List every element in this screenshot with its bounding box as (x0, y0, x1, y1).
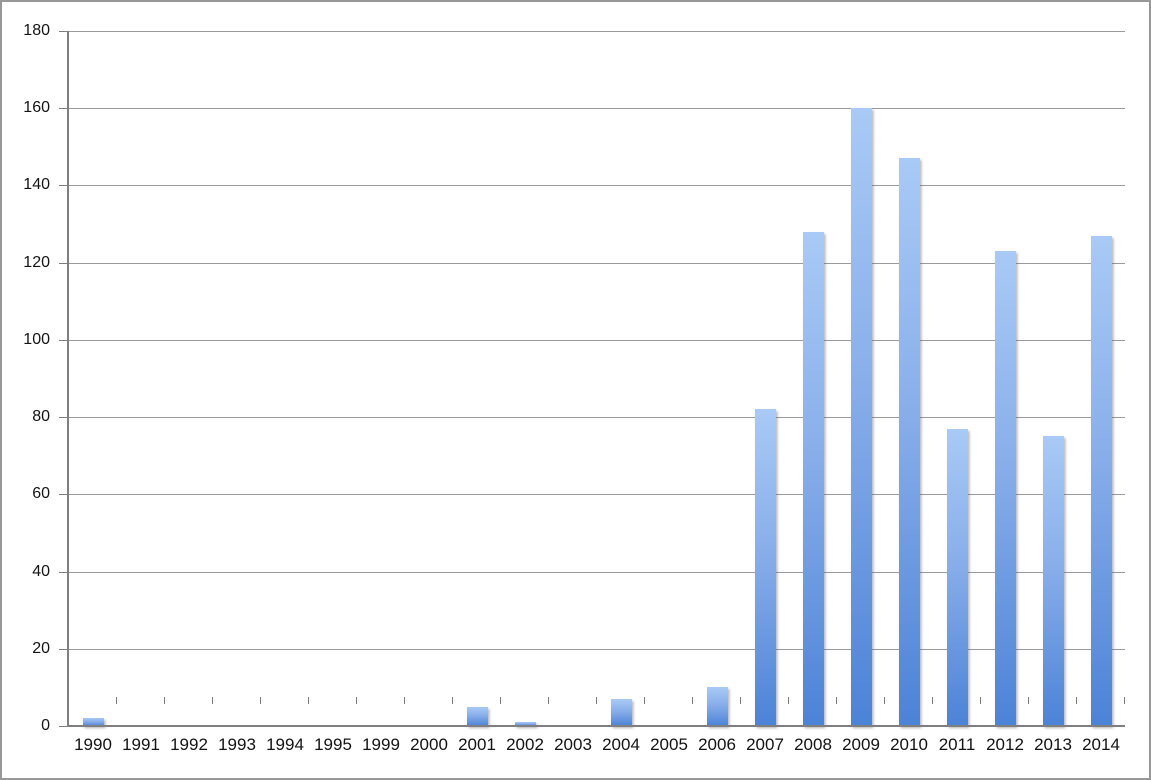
plot-area (59, 31, 1125, 727)
x-tick-9 (500, 697, 501, 704)
bar-2007[interactable] (754, 409, 776, 726)
y-tick-120 (59, 262, 68, 264)
x-axis-label-1993: 1993 (218, 735, 256, 754)
x-tick-17 (884, 697, 885, 704)
y-tick-100 (59, 339, 68, 341)
y-tick-180 (59, 31, 68, 32)
y-axis-line (67, 31, 69, 726)
bar-2012[interactable] (994, 251, 1016, 726)
x-tick-20 (1028, 697, 1029, 704)
y-axis-label-40: 40 (32, 562, 50, 580)
x-tick-21 (1076, 697, 1077, 704)
gridline-180 (69, 31, 1125, 32)
x-axis-label-2002: 2002 (506, 735, 544, 754)
bar-2014[interactable] (1090, 236, 1112, 726)
y-axis-label-0: 0 (41, 717, 50, 734)
bar-2006[interactable] (706, 687, 728, 726)
x-tick-18 (932, 697, 933, 704)
x-tick-11 (596, 697, 597, 704)
y-tick-80 (59, 417, 68, 419)
gridline-160 (69, 108, 1125, 110)
x-tick-4 (260, 697, 261, 704)
x-tick-12 (644, 697, 645, 704)
x-tick-19 (980, 697, 981, 704)
y-tick-0 (59, 726, 68, 727)
x-axis-label-2006: 2006 (698, 735, 736, 754)
y-axis-label-140: 140 (23, 176, 50, 194)
bar-2004[interactable] (610, 699, 632, 726)
gridline-140 (69, 185, 1125, 187)
x-axis-label-1995: 1995 (314, 735, 352, 754)
x-axis-line (67, 725, 1125, 727)
x-axis-label-2000: 2000 (410, 735, 448, 754)
gridline-20 (69, 648, 1125, 650)
bar-1990[interactable] (82, 718, 104, 726)
x-tick-14 (740, 697, 741, 704)
x-axis-label-2014: 2014 (1082, 735, 1120, 754)
y-tick-60 (59, 494, 68, 496)
x-axis-label-1992: 1992 (170, 735, 208, 754)
x-tick-2 (164, 697, 165, 704)
x-tick-7 (404, 697, 405, 704)
bar-2011[interactable] (946, 429, 968, 726)
x-tick-3 (212, 697, 213, 704)
x-tick-22 (1124, 697, 1125, 704)
bar-2013[interactable] (1042, 436, 1064, 726)
y-tick-160 (59, 108, 68, 110)
x-axis-label-2010: 2010 (890, 735, 928, 754)
x-axis-labels: 1990 1991 1992 1993 1994 1995 1999 2000 2001 2002… (69, 734, 1125, 756)
x-axis-label-1994: 1994 (266, 735, 304, 754)
y-tick-40 (59, 571, 68, 573)
y-axis-label-80: 80 (32, 408, 50, 426)
x-tick-10 (548, 697, 549, 704)
bar-2009[interactable] (850, 108, 872, 726)
y-tick-140 (59, 185, 68, 187)
x-axis-label-2003: 2003 (554, 735, 592, 754)
gridline-60 (69, 494, 1125, 496)
bar-2002[interactable] (514, 722, 536, 726)
y-axis-label-120: 120 (23, 253, 50, 271)
gridline-100 (69, 339, 1125, 341)
y-axis-label-180: 180 (23, 22, 50, 39)
x-axis-label-2011: 2011 (938, 735, 976, 754)
x-axis-label-1990: 1990 (74, 735, 112, 754)
x-tick-8 (452, 697, 453, 704)
x-tick-15 (788, 697, 789, 704)
y-axis-label-60: 60 (32, 485, 50, 503)
gridline-80 (69, 417, 1125, 419)
x-axis-label-1991: 1991 (122, 735, 160, 754)
bar-2010[interactable] (898, 158, 920, 726)
x-tick-0 (68, 697, 69, 704)
y-axis-label-20: 20 (32, 639, 50, 657)
x-axis-label-2004: 2004 (602, 735, 640, 754)
x-axis-label-2001: 2001 (458, 735, 496, 754)
bar-2008[interactable] (802, 232, 824, 726)
x-axis-label-2008: 2008 (794, 735, 832, 754)
x-tick-6 (356, 697, 357, 704)
gridline-120 (69, 262, 1125, 264)
x-tick-5 (308, 697, 309, 704)
x-axis-label-2013: 2013 (1034, 735, 1072, 754)
x-axis-label-2009: 2009 (842, 735, 880, 754)
x-tick-16 (836, 697, 837, 704)
x-tick-1 (116, 697, 117, 704)
x-axis-label-2007: 2007 (746, 735, 784, 754)
gridline-40 (69, 571, 1125, 573)
x-axis-label-1999: 1999 (362, 735, 400, 754)
x-axis-label-2012: 2012 (986, 735, 1024, 754)
bar-2001[interactable] (466, 707, 488, 726)
y-tick-20 (59, 648, 68, 650)
x-axis-label-2005: 2005 (650, 735, 688, 754)
y-axis-label-100: 100 (23, 330, 50, 348)
x-tick-13 (692, 697, 693, 704)
y-axis-label-160: 160 (23, 99, 50, 117)
